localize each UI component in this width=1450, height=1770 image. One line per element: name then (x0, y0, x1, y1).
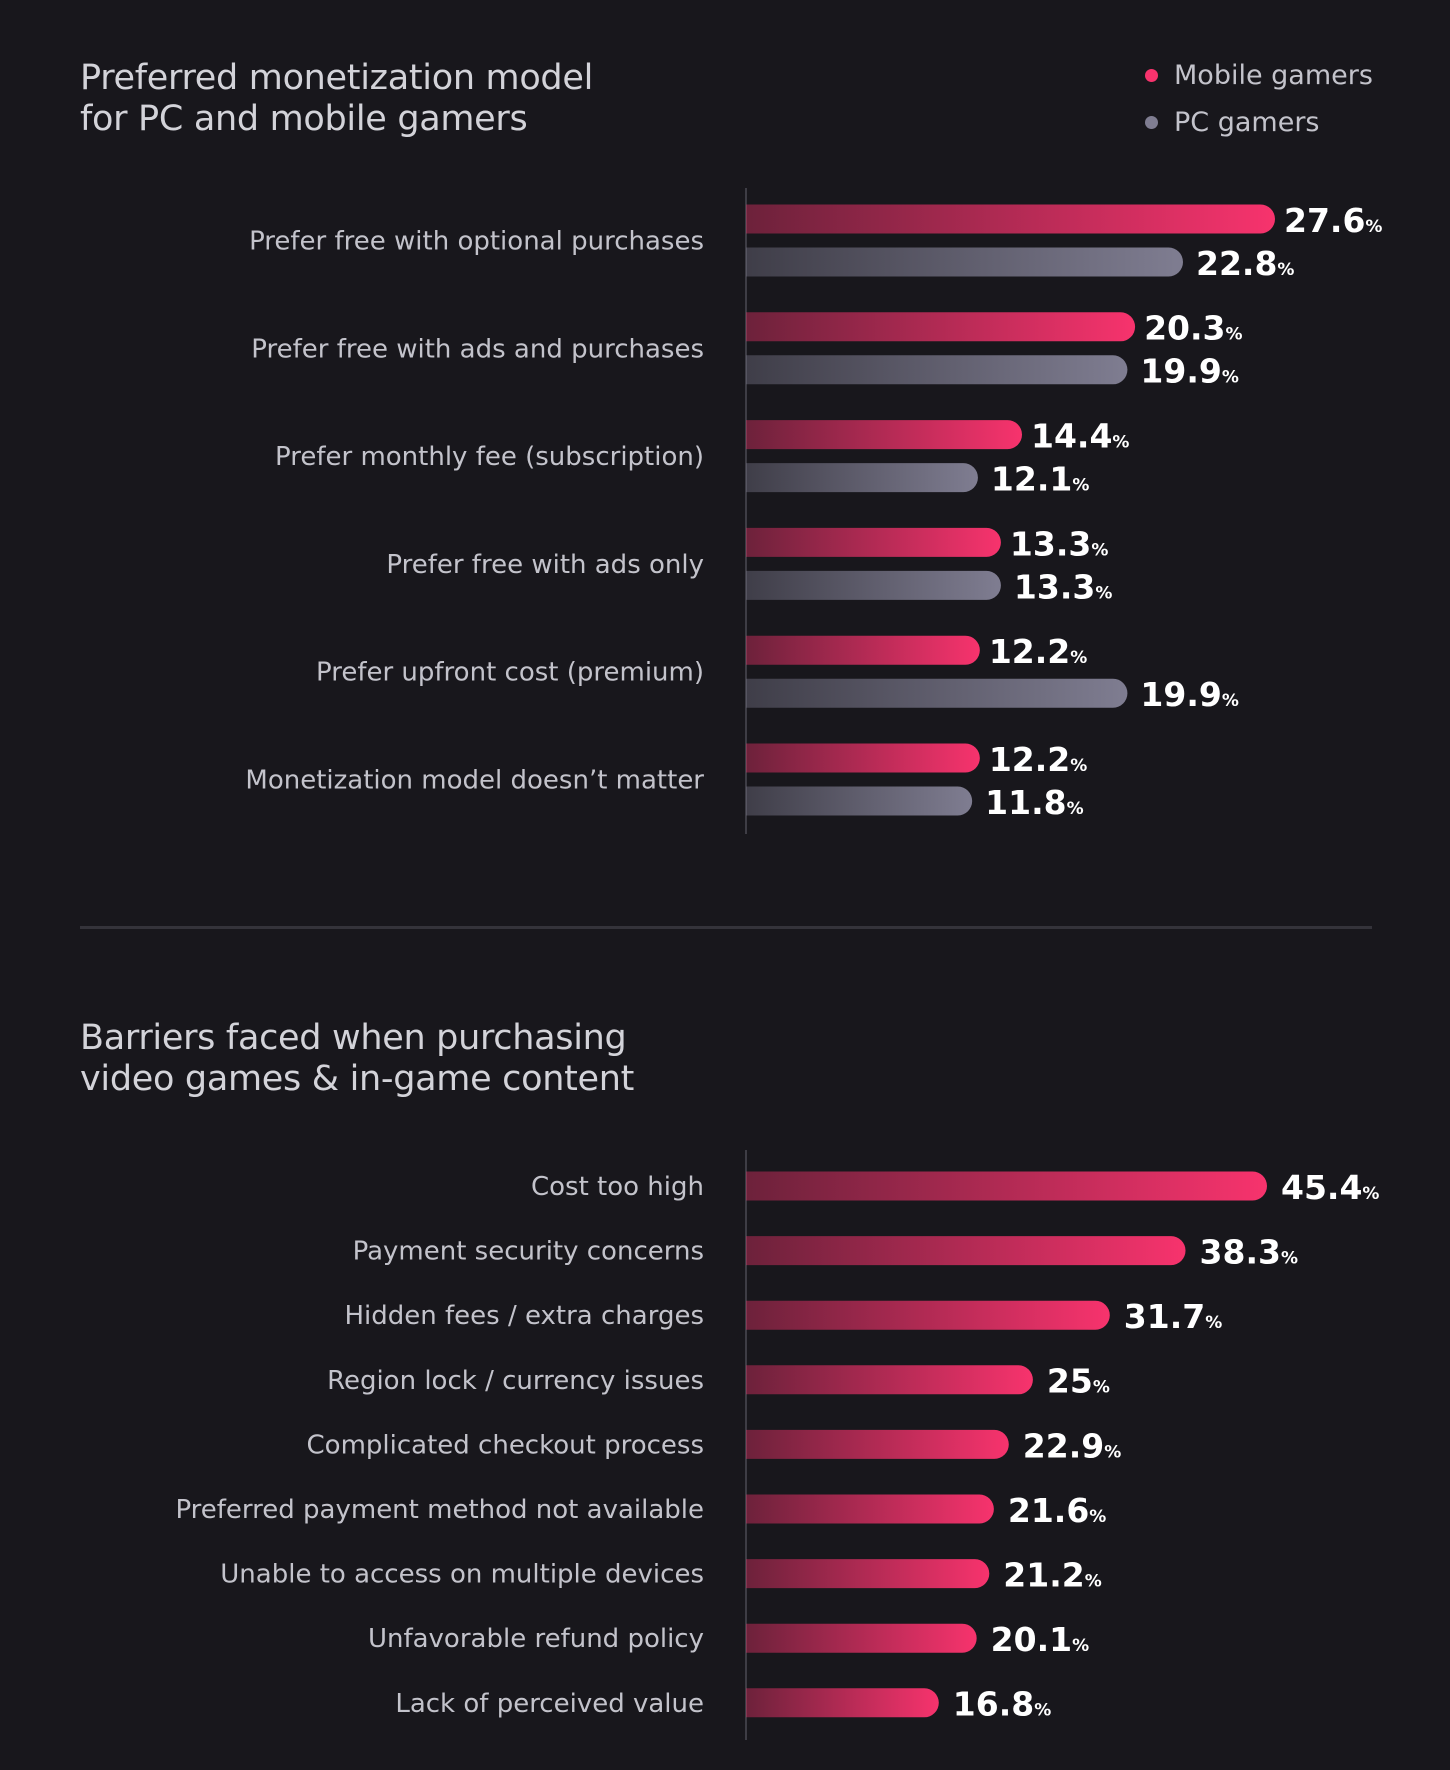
bar-mobile-prefer-upfront-cost-premium (746, 635, 980, 665)
section-divider (80, 926, 1372, 929)
legend-dot-pc (1145, 116, 1158, 129)
legend-dot-mobile (1145, 69, 1158, 82)
category-label-prefer-monthly-fee-subscription: Prefer monthly fee (subscription) (275, 442, 704, 472)
bar-pc-prefer-upfront-cost-premium (746, 678, 1128, 708)
value-label-pc-prefer-free-with-ads-only: 13.3% (1014, 567, 1112, 606)
value-label-mobile-prefer-upfront-cost-premium: 12.2% (989, 632, 1087, 671)
chart-title-barriers: Barriers faced when purchasing video gam… (80, 1018, 635, 1099)
value-label-payment-security-concerns: 38.3% (1200, 1232, 1298, 1271)
legend-label-mobile: Mobile gamers (1174, 60, 1373, 91)
category-label-prefer-upfront-cost-premium: Prefer upfront cost (premium) (316, 658, 704, 688)
bar-unable-to-access-on-multiple-devices (746, 1559, 990, 1589)
chart-title-monetization: Preferred monetization model for PC and … (80, 58, 594, 139)
chart-monetization-model: Prefer free with optional purchases 27.6%… (245, 188, 1382, 834)
category-label-lack-of-perceived-value: Lack of perceived value (395, 1689, 704, 1719)
bar-lack-of-perceived-value (746, 1688, 939, 1718)
bar-pc-prefer-free-with-ads-and-purchases (746, 355, 1128, 385)
bar-region-lock-currency-issues (746, 1365, 1033, 1395)
value-label-mobile-monetization-model-doesn-t-matter: 12.2% (989, 740, 1087, 779)
bar-mobile-prefer-free-with-ads-only (746, 527, 1001, 557)
value-label-pc-monetization-model-doesn-t-matter: 11.8% (985, 783, 1083, 822)
value-label-unfavorable-refund-policy: 20.1% (991, 1620, 1089, 1659)
category-label-unable-to-access-on-multiple-devices: Unable to access on multiple devices (220, 1560, 704, 1590)
value-label-pc-prefer-upfront-cost-premium: 19.9% (1140, 675, 1238, 714)
bar-hidden-fees-extra-charges (746, 1300, 1110, 1330)
bar-pc-monetization-model-doesn-t-matter (746, 786, 973, 816)
bar-preferred-payment-method-not-available (746, 1494, 994, 1524)
value-label-lack-of-perceived-value: 16.8% (953, 1685, 1051, 1724)
category-label-prefer-free-with-ads-only: Prefer free with ads only (386, 550, 704, 580)
bar-mobile-prefer-monthly-fee-subscription (746, 420, 1022, 450)
bar-mobile-prefer-free-with-ads-and-purchases (746, 312, 1136, 342)
legend-label-pc: PC gamers (1174, 107, 1320, 138)
value-label-preferred-payment-method-not-available: 21.6% (1008, 1491, 1106, 1530)
bar-mobile-prefer-free-with-optional-purchases (746, 204, 1275, 234)
value-label-pc-prefer-free-with-optional-purchases: 22.8% (1196, 244, 1294, 283)
bar-payment-security-concerns (746, 1236, 1186, 1266)
value-label-complicated-checkout-process: 22.9% (1023, 1426, 1121, 1465)
value-label-mobile-prefer-free-with-ads-and-purchases: 20.3% (1144, 309, 1242, 348)
category-label-payment-security-concerns: Payment security concerns (353, 1237, 704, 1267)
value-label-mobile-prefer-free-with-ads-only: 13.3% (1010, 524, 1108, 563)
value-label-pc-prefer-free-with-ads-and-purchases: 19.9% (1140, 352, 1238, 391)
value-label-unable-to-access-on-multiple-devices: 21.2% (1003, 1555, 1101, 1594)
category-label-prefer-free-with-optional-purchases: Prefer free with optional purchases (249, 227, 704, 257)
bar-pc-prefer-free-with-ads-only (746, 570, 1001, 600)
category-label-complicated-checkout-process: Complicated checkout process (307, 1430, 704, 1460)
category-label-preferred-payment-method-not-available: Preferred payment method not available (175, 1495, 704, 1525)
value-label-region-lock-currency-issues: 25% (1047, 1362, 1110, 1401)
category-label-region-lock-currency-issues: Region lock / currency issues (327, 1366, 704, 1396)
category-label-prefer-free-with-ads-and-purchases: Prefer free with ads and purchases (251, 334, 704, 364)
bar-pc-prefer-free-with-optional-purchases (746, 247, 1183, 277)
bar-mobile-monetization-model-doesn-t-matter (746, 743, 980, 773)
category-label-hidden-fees-extra-charges: Hidden fees / extra charges (345, 1301, 705, 1331)
legend-item-mobile: Mobile gamers (1145, 52, 1373, 99)
value-label-mobile-prefer-free-with-optional-purchases: 27.6% (1284, 201, 1382, 240)
value-label-cost-too-high: 45.4% (1281, 1168, 1379, 1207)
value-label-pc-prefer-monthly-fee-subscription: 12.1% (991, 459, 1089, 498)
legend: Mobile gamers PC gamers (1145, 52, 1373, 146)
bar-cost-too-high (746, 1171, 1267, 1201)
legend-item-pc: PC gamers (1145, 99, 1373, 146)
bar-unfavorable-refund-policy (746, 1623, 977, 1653)
bar-complicated-checkout-process (746, 1429, 1009, 1459)
bar-pc-prefer-monthly-fee-subscription (746, 463, 978, 493)
value-label-hidden-fees-extra-charges: 31.7% (1124, 1297, 1222, 1336)
category-label-unfavorable-refund-policy: Unfavorable refund policy (368, 1624, 704, 1654)
category-label-monetization-model-doesn-t-matter: Monetization model doesn’t matter (245, 766, 704, 796)
value-label-mobile-prefer-monthly-fee-subscription: 14.4% (1031, 416, 1129, 455)
category-label-cost-too-high: Cost too high (531, 1172, 704, 1202)
